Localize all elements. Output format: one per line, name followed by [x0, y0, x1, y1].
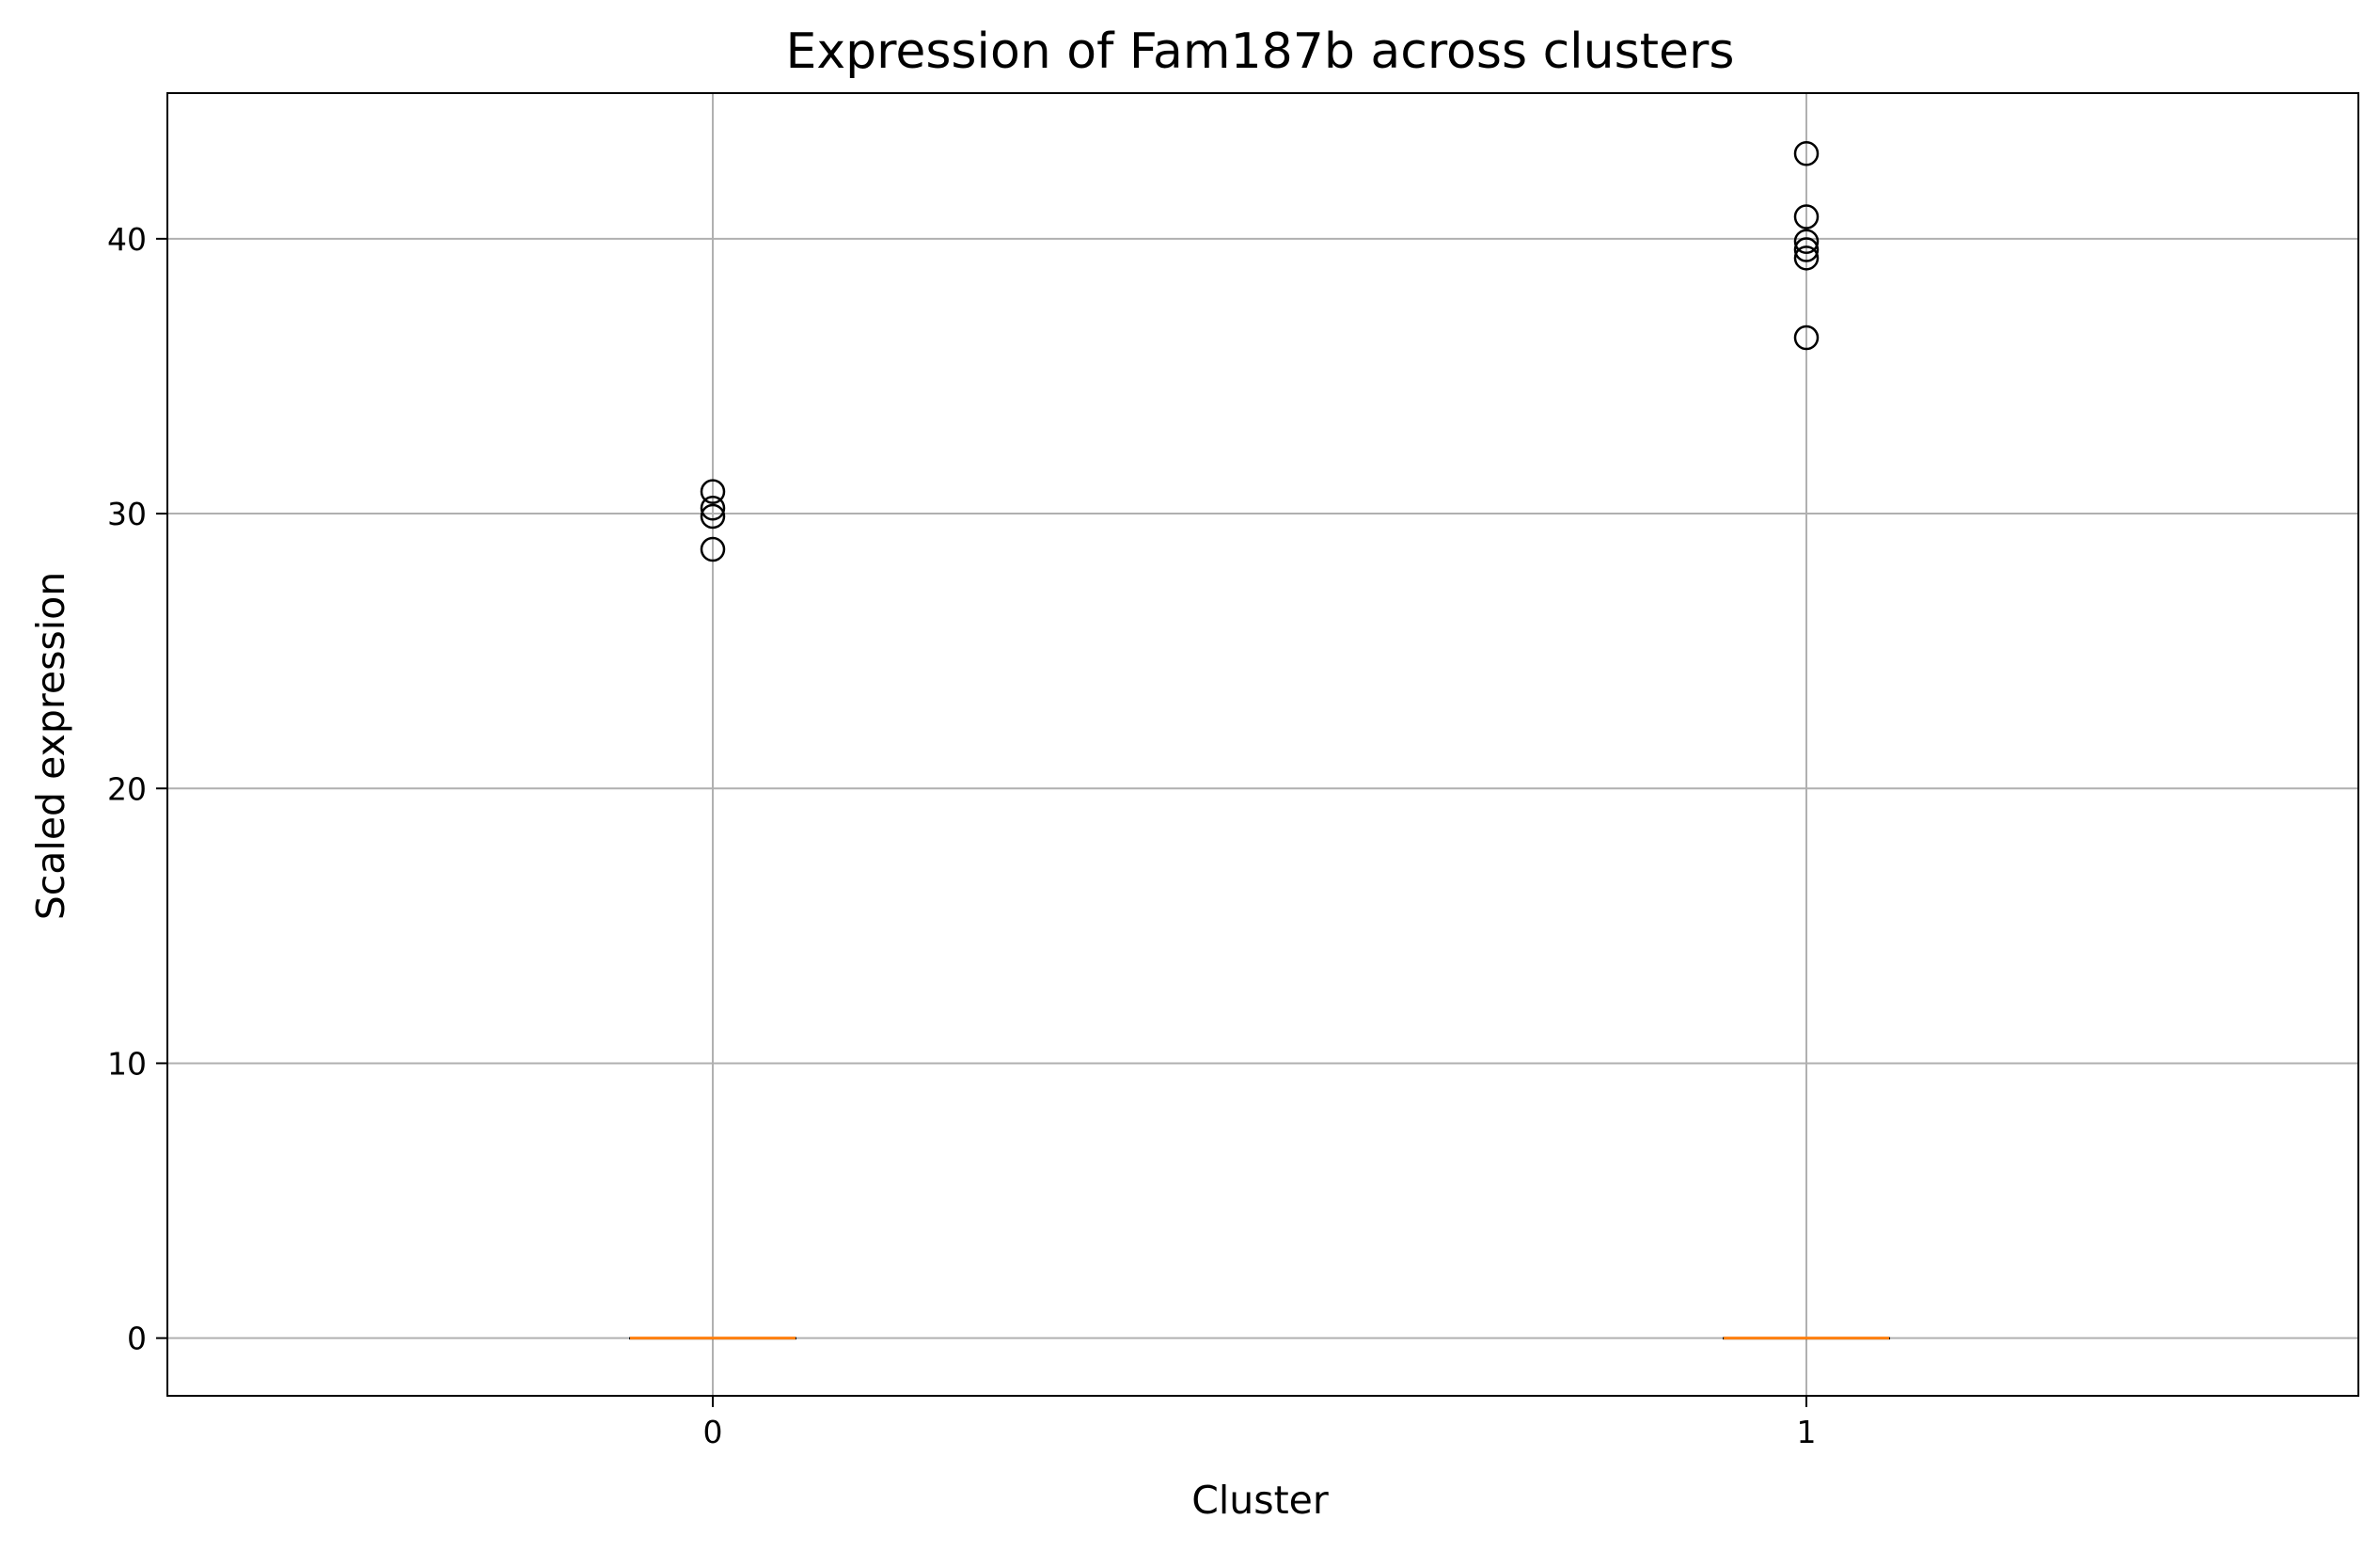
outlier-point: [700, 536, 726, 562]
outlier-point: [700, 503, 726, 530]
outlier-point: [1793, 245, 1820, 271]
outlier-point: [1793, 324, 1820, 351]
y-tick-label: 30: [107, 496, 147, 532]
y-tick-label: 0: [127, 1321, 147, 1357]
chart-title: Expression of Fam187b across clusters: [785, 24, 1734, 80]
outlier-point: [1793, 237, 1820, 262]
outlier-point: [700, 479, 726, 504]
x-tick-label: 1: [1797, 1414, 1817, 1450]
outlier-point: [1793, 204, 1820, 229]
x-tick-label: 0: [703, 1414, 723, 1450]
axis-ticks: 0 10 20 30 40 0 1: [107, 221, 1817, 1450]
y-tick-label: 20: [107, 770, 147, 807]
box-series: [629, 141, 1890, 1340]
x-axis-label: Cluster: [1191, 1478, 1329, 1523]
outlier-point: [1793, 229, 1820, 255]
y-tick-label: 10: [107, 1045, 147, 1082]
y-axis-label: Scaled expression: [28, 572, 73, 921]
outlier-point: [1793, 141, 1820, 166]
plot-frame: [166, 92, 2359, 1397]
outlier-point: [700, 495, 726, 521]
y-tick-label: 40: [107, 221, 147, 258]
grid-lines: [167, 93, 2358, 1396]
